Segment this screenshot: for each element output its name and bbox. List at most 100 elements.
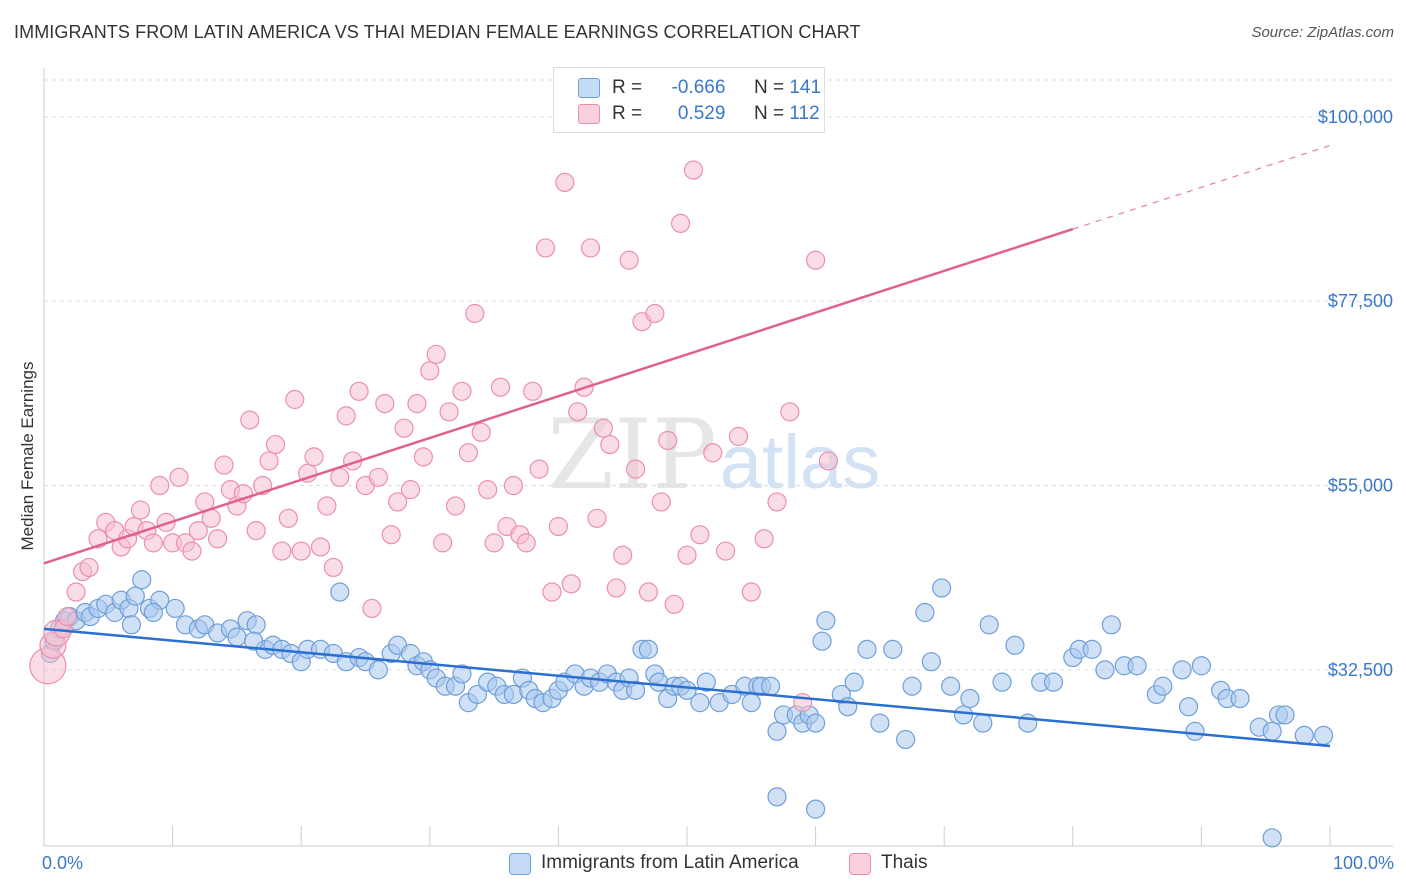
data-point-latin-america (932, 578, 952, 598)
legend-r-label: R = (612, 77, 643, 98)
data-point-latin-america (165, 598, 185, 619)
data-point-latin-america (1275, 705, 1295, 725)
data-point-thais (452, 381, 472, 401)
data-point-thais (625, 459, 646, 479)
series-label-latin-america: Immigrants from Latin America (541, 852, 799, 873)
data-point-thais (715, 541, 736, 561)
legend-r-label: R = (612, 103, 643, 124)
data-point-thais (818, 451, 839, 471)
data-point-thais (613, 545, 633, 565)
data-point-latin-america (227, 627, 247, 647)
legend-n-value: 141 (789, 77, 822, 98)
data-point-thais (619, 250, 639, 270)
data-point-thais (465, 303, 485, 324)
data-point-thais (169, 467, 189, 487)
data-point-thais (490, 377, 511, 397)
data-point-latin-america (921, 652, 941, 672)
data-point-latin-america (902, 676, 922, 696)
data-point-thais (304, 447, 324, 467)
data-point-latin-america (696, 672, 716, 692)
data-point-latin-america (1313, 725, 1334, 746)
legend-n-label: N = (753, 77, 785, 98)
data-point-latin-america (973, 713, 993, 733)
x-tick-labels: 0.0% 100.0% (42, 853, 1394, 873)
data-point-thais (580, 238, 601, 258)
y-tick-labels: $32,500 $55,000 $77,500 $100,000 (1318, 107, 1393, 680)
data-point-thais (478, 480, 498, 500)
data-point-latin-america (330, 582, 350, 602)
data-point-thais (484, 533, 504, 553)
x-tick-label-max: 100.0% (1333, 853, 1394, 873)
data-point-latin-america (246, 615, 266, 635)
data-point-latin-america (1178, 697, 1199, 717)
data-point-latin-america (767, 787, 787, 807)
data-point-latin-america (143, 602, 163, 623)
data-point-thais (310, 537, 331, 557)
data-point-thais (291, 541, 311, 561)
data-point-thais (683, 160, 704, 180)
data-point-thais (375, 394, 395, 414)
data-point-thais (246, 520, 266, 541)
data-point-thais (542, 582, 562, 602)
series-latin-america-points (40, 570, 1334, 848)
data-point-thais (79, 557, 99, 578)
data-point-thais (298, 463, 318, 483)
trend-line-thais (43, 227, 1074, 565)
legend-swatch-pink (578, 104, 600, 124)
data-point-thais (587, 508, 607, 528)
chart-title: IMMIGRANTS FROM LATIN AMERICA VS THAI ME… (14, 22, 861, 42)
data-point-thais (57, 607, 77, 627)
data-point-thais (66, 582, 86, 602)
data-point-thais (130, 500, 151, 520)
data-point-thais (439, 402, 459, 422)
data-point-thais (259, 451, 279, 471)
data-point-thais (323, 557, 343, 578)
data-point-thais (780, 402, 800, 422)
data-point-latin-america (1262, 828, 1282, 848)
data-point-latin-america (625, 680, 646, 700)
data-point-thais (420, 361, 440, 381)
data-point-latin-america (1262, 721, 1282, 741)
data-point-thais (388, 492, 408, 512)
series-swatch-blue (509, 853, 531, 875)
data-point-latin-america (960, 688, 980, 709)
correlation-legend: R = -0.666 N = 141 R = 0.529 N = 112 (553, 67, 825, 133)
data-point-thais (516, 533, 536, 553)
data-point-thais (670, 213, 691, 233)
data-point-thais (458, 443, 478, 463)
data-point-latin-america (121, 615, 142, 635)
data-point-thais (143, 533, 163, 553)
data-point-thais (445, 496, 466, 516)
data-point-thais (561, 574, 581, 594)
y-tick-label: $77,500 (1328, 291, 1393, 311)
data-point-thais (728, 426, 749, 446)
y-tick-label: $55,000 (1328, 476, 1393, 496)
data-point-latin-america (125, 586, 145, 606)
data-point-latin-america (883, 639, 903, 659)
data-point-thais (394, 418, 414, 438)
data-point-latin-america (1294, 725, 1314, 746)
data-point-latin-america (1230, 688, 1250, 709)
grid-lines (44, 79, 1393, 671)
data-point-thais (240, 410, 260, 430)
series-swatch-pink (849, 853, 871, 875)
data-point-thais (555, 172, 575, 193)
data-point-thais (349, 381, 369, 401)
data-point-latin-america (467, 684, 487, 705)
data-point-thais (645, 303, 665, 324)
data-point-thais (413, 447, 433, 467)
data-point-thais (214, 455, 234, 475)
data-point-latin-america (452, 664, 472, 684)
data-point-thais (471, 422, 491, 442)
data-point-latin-america (1095, 660, 1115, 680)
data-point-latin-america (844, 672, 864, 692)
data-point-latin-america (760, 676, 781, 696)
data-point-thais (426, 344, 446, 365)
data-point-latin-america (741, 693, 761, 713)
data-point-thais (278, 508, 298, 528)
data-point-latin-america (1153, 676, 1173, 696)
data-point-latin-america (1082, 639, 1102, 659)
data-point-thais (664, 594, 684, 614)
data-point-latin-america (979, 615, 999, 635)
